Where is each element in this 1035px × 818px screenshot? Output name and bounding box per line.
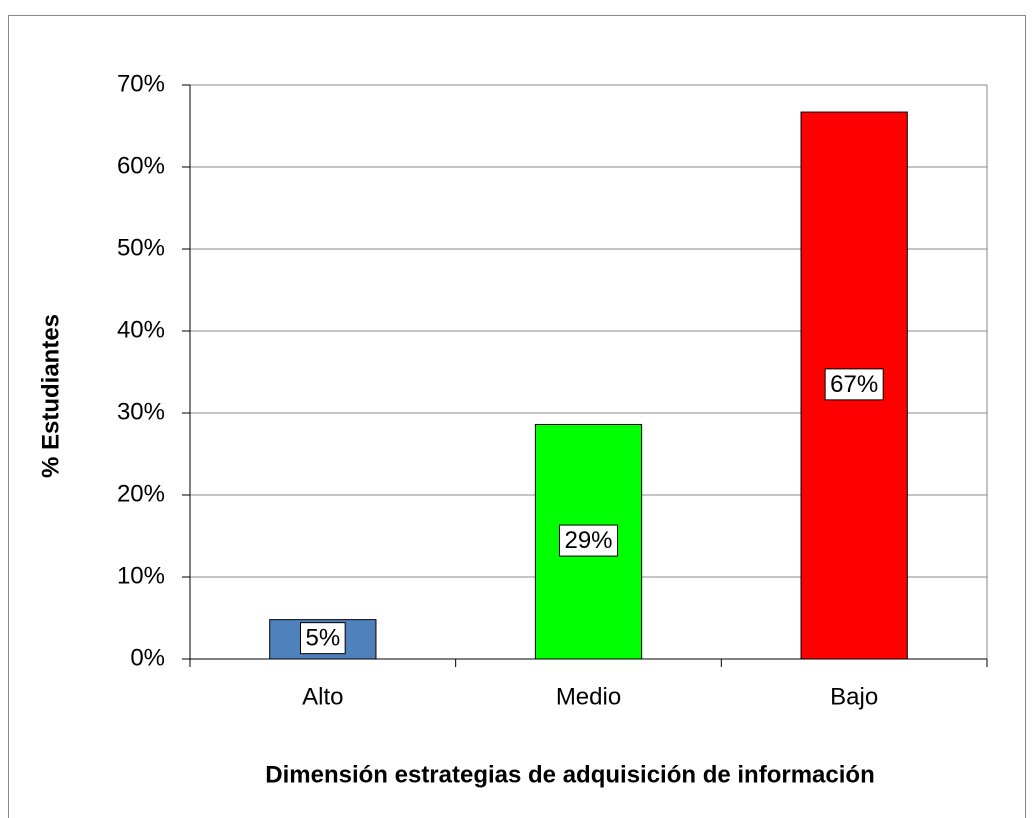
y-tick-label: 50%: [117, 234, 165, 261]
y-tick-label: 0%: [130, 644, 165, 671]
y-tick-label: 60%: [117, 152, 165, 179]
y-tick-label: 20%: [117, 480, 165, 507]
value-label-box: [299, 622, 346, 655]
value-label: 67%: [830, 371, 878, 398]
value-label: 5%: [305, 625, 340, 652]
y-axis-title: % Estudiantes: [37, 314, 64, 478]
x-tick-label: Alto: [302, 683, 343, 710]
x-tick-label: Medio: [556, 683, 621, 710]
x-axis-title: Dimensión estrategias de adquisición de …: [265, 761, 874, 788]
value-label-box: [824, 368, 884, 401]
y-tick-label: 70%: [117, 70, 165, 97]
x-tick-label: Bajo: [830, 683, 878, 710]
value-label: 29%: [564, 527, 612, 554]
value-label-box: [558, 524, 619, 557]
y-tick-label: 40%: [117, 316, 165, 343]
y-tick-label: 10%: [117, 562, 165, 589]
y-tick-label: 30%: [117, 398, 165, 425]
